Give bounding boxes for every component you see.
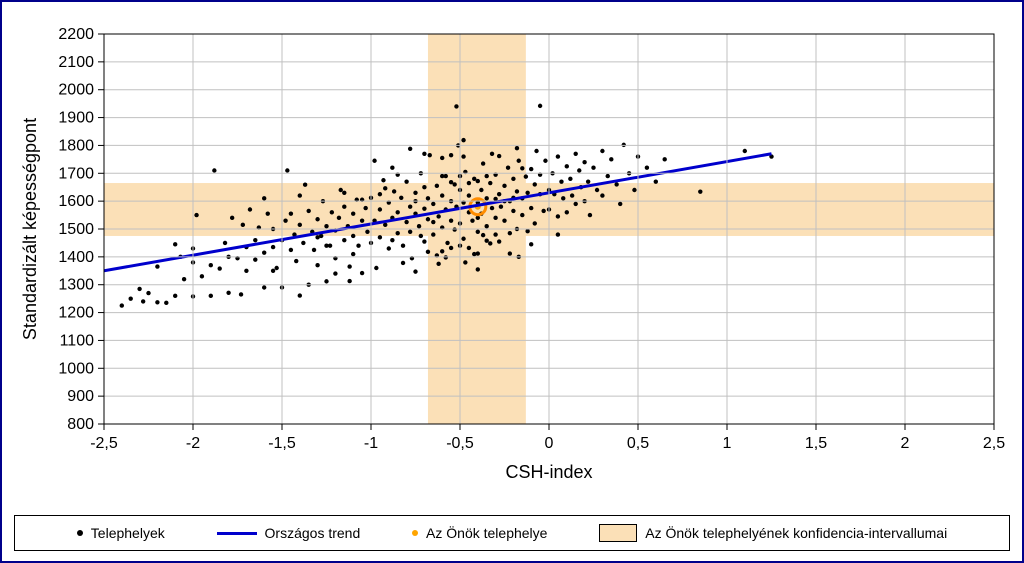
svg-text:-1: -1 <box>364 435 378 452</box>
dot-icon <box>412 530 418 536</box>
chart-svg: -2,5 -2 -1,5 -1 -0,5 0 0,5 1 1,5 2 2,5 800 900 1000 11… <box>14 14 1014 494</box>
svg-text:1900: 1900 <box>58 110 94 127</box>
svg-text:2,5: 2,5 <box>983 435 1005 452</box>
legend-label: Telephelyek <box>91 525 165 541</box>
legend-item-telephelyek: Telephelyek <box>77 525 165 541</box>
dot-icon <box>77 530 83 536</box>
svg-text:-0,5: -0,5 <box>446 435 474 452</box>
svg-text:2100: 2100 <box>58 54 94 71</box>
legend-item-konfidencia: Az Önök telephelyének konfidencia-interv… <box>599 524 947 542</box>
svg-text:-2: -2 <box>186 435 200 452</box>
legend-label: Országos trend <box>265 525 361 541</box>
chart-legend: Telephelyek Országos trend Az Önök telep… <box>14 515 1010 551</box>
svg-text:1000: 1000 <box>58 360 94 377</box>
svg-text:2200: 2200 <box>58 26 94 43</box>
svg-text:1300: 1300 <box>58 277 94 294</box>
svg-text:1100: 1100 <box>60 332 95 349</box>
svg-text:CSH-index: CSH-index <box>505 462 592 482</box>
line-icon <box>217 532 257 535</box>
svg-text:1400: 1400 <box>58 249 94 266</box>
legend-label: Az Önök telephelye <box>426 525 547 541</box>
svg-text:1500: 1500 <box>58 221 94 238</box>
svg-text:-2,5: -2,5 <box>90 435 118 452</box>
svg-text:1700: 1700 <box>58 165 94 182</box>
svg-text:-1,5: -1,5 <box>268 435 296 452</box>
svg-text:1600: 1600 <box>58 193 94 210</box>
svg-text:800: 800 <box>67 416 94 433</box>
svg-text:1,5: 1,5 <box>805 435 827 452</box>
legend-item-orszagos-trend: Országos trend <box>217 525 361 541</box>
band-icon <box>599 524 637 542</box>
svg-text:Standardizált képességpont: Standardizált képességpont <box>20 118 40 340</box>
svg-text:2000: 2000 <box>58 82 94 99</box>
svg-text:0: 0 <box>545 435 554 452</box>
svg-text:0,5: 0,5 <box>627 435 649 452</box>
chart-plot-area: -2,5 -2 -1,5 -1 -0,5 0 0,5 1 1,5 2 2,5 800 900 1000 11… <box>14 14 1010 501</box>
svg-text:2: 2 <box>901 435 910 452</box>
svg-text:900: 900 <box>67 388 94 405</box>
svg-text:1200: 1200 <box>58 305 94 322</box>
svg-text:1800: 1800 <box>58 137 94 154</box>
svg-text:1: 1 <box>723 435 732 452</box>
legend-label: Az Önök telephelyének konfidencia-interv… <box>645 525 947 541</box>
chart-container: -2,5 -2 -1,5 -1 -0,5 0 0,5 1 1,5 2 2,5 800 900 1000 11… <box>0 0 1024 563</box>
legend-item-onok-telephelye: Az Önök telephelye <box>412 525 547 541</box>
